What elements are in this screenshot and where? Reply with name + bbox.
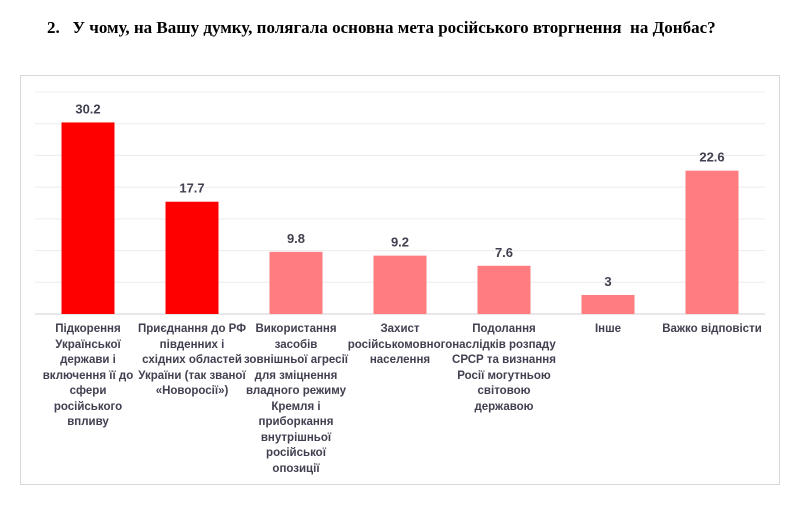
category-label: Захист російськомовного населення [347, 323, 453, 366]
data-label: 9.8 [287, 231, 305, 246]
data-label: 9.2 [391, 235, 409, 250]
data-label: 7.6 [495, 245, 513, 260]
data-label: 22.6 [699, 150, 724, 165]
data-label: 3 [604, 274, 611, 289]
data-label: 30.2 [75, 101, 100, 116]
bar [581, 294, 635, 314]
bar [477, 265, 531, 314]
category-label: Подолання наслідків розпаду СРСР та визн… [452, 323, 556, 413]
category-label: Важко відповісти [662, 323, 762, 335]
category-label: Підкорення Української держави і включен… [42, 323, 134, 428]
chart-title: 2. У чому, на Вашу думку, полягала основ… [47, 18, 716, 37]
bar [269, 251, 323, 314]
bar [61, 122, 115, 315]
data-label: 17.7 [179, 181, 204, 196]
chart-frame [20, 75, 780, 485]
bar [165, 201, 219, 314]
category-label: Інше [594, 323, 622, 335]
bar [685, 170, 739, 314]
bar [373, 255, 427, 314]
category-label: Використання засобів зовнішньої агресії … [244, 323, 348, 475]
category-label: Приєднання до РФ південних і східних обл… [138, 323, 247, 397]
